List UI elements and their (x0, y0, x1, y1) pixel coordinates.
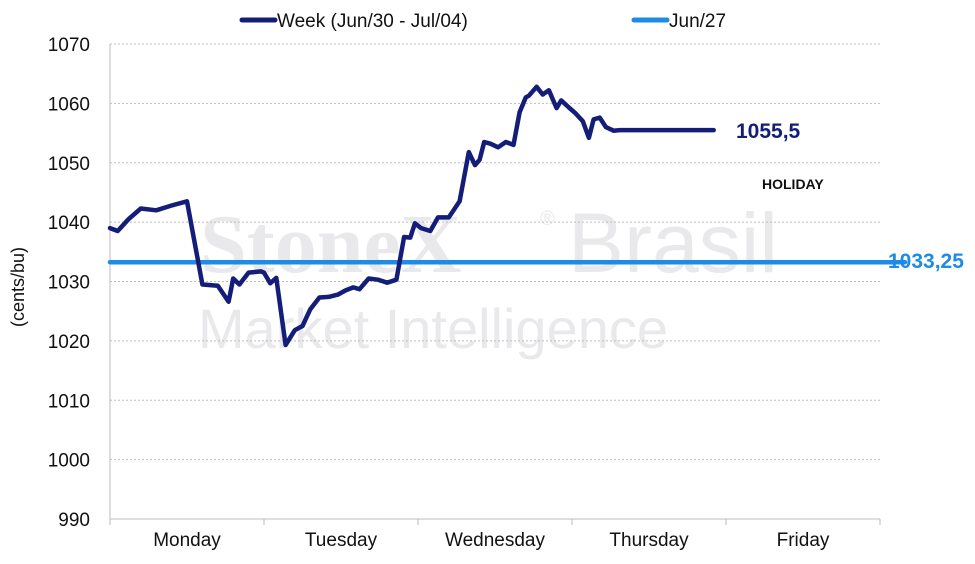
y-tick-label-1010: 1010 (48, 391, 90, 412)
x-tick-label-thursday: Thursday (609, 530, 689, 551)
x-tick-label-tuesday: Tuesday (305, 530, 378, 551)
x-tick-label-wednesday: Wednesday (445, 530, 545, 551)
y-axis: 990 1000 1010 1020 1030 1040 1050 1060 1070 (48, 35, 111, 531)
series-lines (107, 84, 908, 348)
reference-value-label: 1033,25 (888, 250, 964, 273)
x-axis: Monday Tuesday Wednesday Thursday Friday (109, 518, 881, 551)
y-tick-label-1070: 1070 (48, 35, 90, 56)
legend-label-jun27: Jun/27 (669, 11, 726, 32)
watermark-brand-bold: StoneX (200, 198, 461, 291)
watermark-registered-mark: ® (540, 208, 555, 230)
y-tick-label-1030: 1030 (48, 273, 90, 294)
watermark: StoneX ® Brasil Market Intelligence (198, 196, 778, 360)
y-axis-label: (cents/bu) (8, 247, 28, 327)
x-tick-label-friday: Friday (777, 530, 830, 551)
legend: Week (Jun/30 - Jul/04) Jun/27 (239, 11, 726, 32)
y-tick-label-990: 990 (58, 510, 90, 531)
holiday-annotation: HOLIDAY (762, 176, 824, 192)
y-tick-label-1040: 1040 (48, 213, 90, 234)
y-tick-label-1050: 1050 (48, 154, 90, 175)
x-tick-label-monday: Monday (153, 530, 221, 551)
y-tick-label-1020: 1020 (48, 332, 90, 353)
y-tick-label-1000: 1000 (48, 451, 90, 472)
legend-label-week: Week (Jun/30 - Jul/04) (277, 11, 468, 32)
y-tick-label-1060: 1060 (48, 94, 90, 115)
watermark-tagline: Market Intelligence (198, 297, 668, 360)
watermark-brand-light: Brasil (568, 196, 778, 290)
series-line-week (107, 84, 716, 348)
week-last-value-label: 1055,5 (736, 120, 801, 143)
